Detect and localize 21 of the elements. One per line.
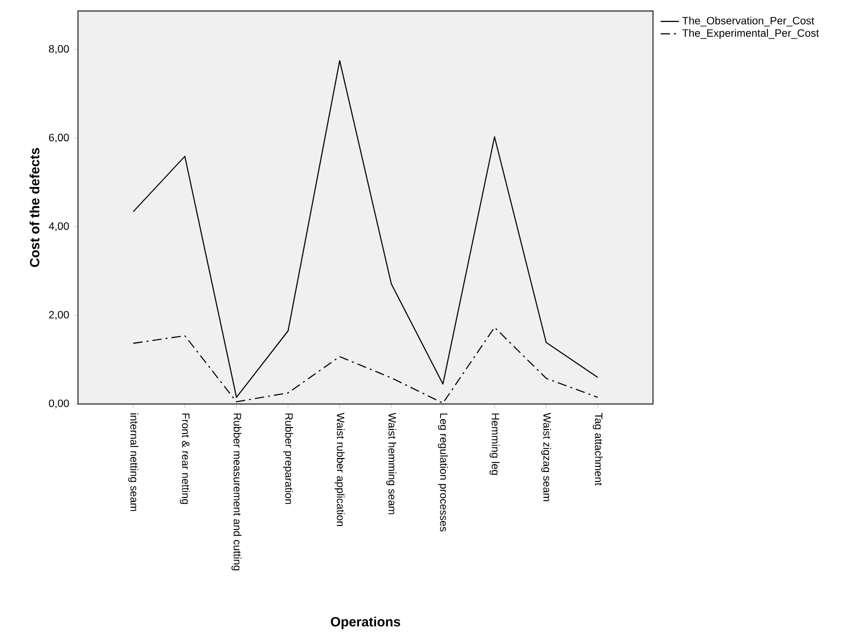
y-tick-label: 6,00	[49, 134, 69, 143]
legend-label: The_Observation_Per_Cost	[682, 16, 814, 26]
x-tick-label: Waist hemming seam	[386, 412, 396, 514]
x-tick-label: Rubber preparation	[283, 414, 294, 504]
y-tick-label: 4,00	[48, 222, 69, 232]
x-tick-label: Hemming leg	[490, 414, 500, 475]
y-tick-label: 2,00	[49, 310, 69, 320]
legend-label: The_Experimental_Per_Cost	[682, 28, 819, 39]
line-series	[132, 60, 598, 398]
y-tick-label: 8,00	[48, 45, 69, 54]
x-axis-title: Operations	[330, 616, 400, 630]
line-series	[132, 326, 598, 404]
x-tick-label: Waist zigzag seam	[541, 412, 552, 502]
x-tick-label: internal netting seam	[128, 413, 138, 511]
x-tick-label: Front & rear netting	[180, 414, 190, 504]
y-tick-label: 0,00	[48, 400, 69, 408]
x-tick-label: Rubber measurement and cutting	[231, 414, 242, 570]
x-tick-label: Leg regulation processes	[438, 414, 448, 532]
y-axis-title: Cost of the defects	[30, 148, 40, 267]
x-tick-label: Tag attachment	[592, 412, 603, 486]
x-tick-label: Waist rubber application	[334, 412, 345, 526]
